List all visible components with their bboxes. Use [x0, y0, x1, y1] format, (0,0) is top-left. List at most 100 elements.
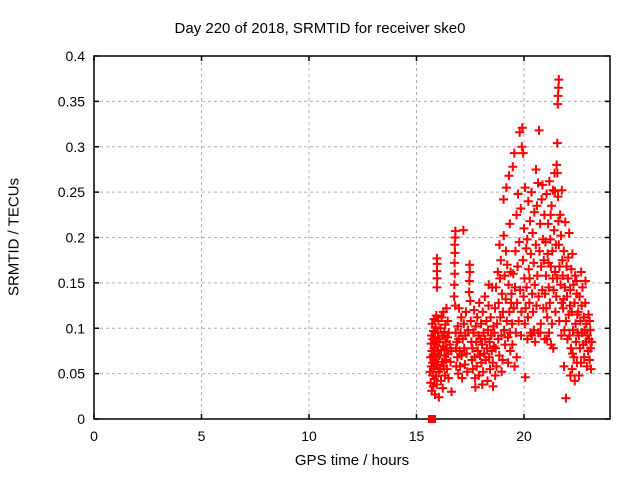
data-point-marker [552, 138, 562, 148]
data-point-marker [516, 203, 526, 213]
data-point-marker [539, 255, 549, 265]
data-point-marker [561, 316, 571, 326]
data-point-marker [514, 237, 524, 247]
data-point-marker [499, 325, 509, 335]
data-point-marker [472, 312, 482, 322]
data-point-marker [490, 370, 500, 380]
data-point-marker [450, 226, 460, 236]
data-point-marker [496, 255, 506, 265]
data-point-marker [534, 291, 544, 301]
y-tick-label: 0.05 [58, 366, 85, 382]
data-point-marker [553, 83, 563, 93]
data-point-marker [546, 210, 556, 220]
data-point-marker [477, 380, 487, 390]
data-point-marker [494, 350, 504, 360]
data-point-marker [545, 298, 555, 308]
data-point-marker [531, 301, 541, 311]
data-point-marker [570, 271, 580, 281]
data-point-marker [553, 192, 563, 202]
data-point-marker [534, 246, 544, 256]
data-point-marker [456, 312, 466, 322]
x-tick-label: 5 [198, 428, 206, 444]
data-point-marker [442, 332, 452, 342]
data-point-marker [472, 361, 482, 371]
data-point-marker [467, 343, 477, 353]
data-point-marker [523, 196, 533, 206]
data-point-marker [495, 312, 505, 322]
data-point-marker [445, 340, 455, 350]
data-point-marker [544, 282, 554, 292]
data-point-marker [522, 234, 532, 244]
data-point-marker [537, 180, 547, 190]
data-point-marker [585, 355, 595, 365]
data-point-marker [485, 364, 495, 374]
data-point-marker [456, 328, 466, 338]
data-point-marker [545, 234, 555, 244]
data-point-marker [577, 282, 587, 292]
data-point-marker [550, 267, 560, 277]
data-point-marker [522, 282, 532, 292]
data-point-marker [541, 237, 550, 247]
data-point-marker [576, 267, 586, 277]
data-point-marker [542, 189, 552, 199]
data-point-marker [586, 364, 596, 374]
data-point-marker [541, 271, 551, 281]
data-point-marker [507, 319, 517, 329]
data-point-marker [459, 343, 469, 353]
data-point-marker [553, 99, 563, 109]
data-point-marker [452, 352, 462, 362]
data-point-marker [431, 311, 441, 321]
data-point-marker [449, 280, 459, 290]
data-point-marker [450, 269, 460, 279]
data-point-marker [461, 307, 471, 317]
data-point-marker [475, 350, 485, 360]
data-point-marker [482, 343, 492, 353]
data-point-marker [476, 319, 486, 329]
data-point-marker [461, 331, 471, 341]
plot-border [93, 55, 611, 420]
data-point-marker [457, 350, 467, 360]
data-point-marker [483, 325, 493, 335]
data-point-marker [544, 258, 554, 268]
data-point-marker [529, 258, 539, 268]
data-point-marker [558, 303, 568, 313]
data-point-marker [486, 312, 496, 322]
data-point-marker [568, 325, 578, 335]
data-point-marker [551, 291, 561, 301]
data-point-marker [571, 276, 581, 286]
data-point-marker [559, 325, 569, 335]
data-point-marker [532, 201, 542, 211]
data-point-marker [494, 298, 504, 308]
data-point-marker [549, 225, 559, 235]
data-point-marker [447, 387, 457, 397]
data-point-marker [510, 282, 520, 292]
data-point-marker [464, 276, 474, 286]
data-point-marker [530, 280, 540, 290]
data-point-marker [470, 352, 480, 362]
data-point-marker [513, 189, 523, 199]
data-point-marker [543, 249, 553, 259]
data-point-marker [443, 316, 453, 326]
data-point-marker [501, 246, 511, 256]
data-point-marker [504, 280, 514, 290]
data-point-marker [524, 264, 534, 274]
data-point-marker [516, 331, 526, 341]
data-point-marker [469, 305, 479, 315]
data-point-marker [565, 370, 575, 380]
data-point-marker [477, 340, 487, 350]
data-point-marker [574, 291, 584, 301]
data-point-marker [442, 364, 452, 374]
data-point-marker [437, 312, 447, 322]
data-point-marker [561, 393, 571, 403]
data-point-marker [433, 360, 443, 370]
data-point-marker [573, 307, 583, 317]
data-point-marker [510, 361, 520, 371]
data-point-marker [441, 355, 451, 365]
data-point-marker [484, 280, 494, 290]
data-point-marker [552, 273, 562, 283]
data-point-marker [501, 183, 511, 193]
data-point-marker [495, 273, 505, 283]
data-point-marker [531, 164, 541, 174]
data-point-marker [531, 240, 541, 250]
